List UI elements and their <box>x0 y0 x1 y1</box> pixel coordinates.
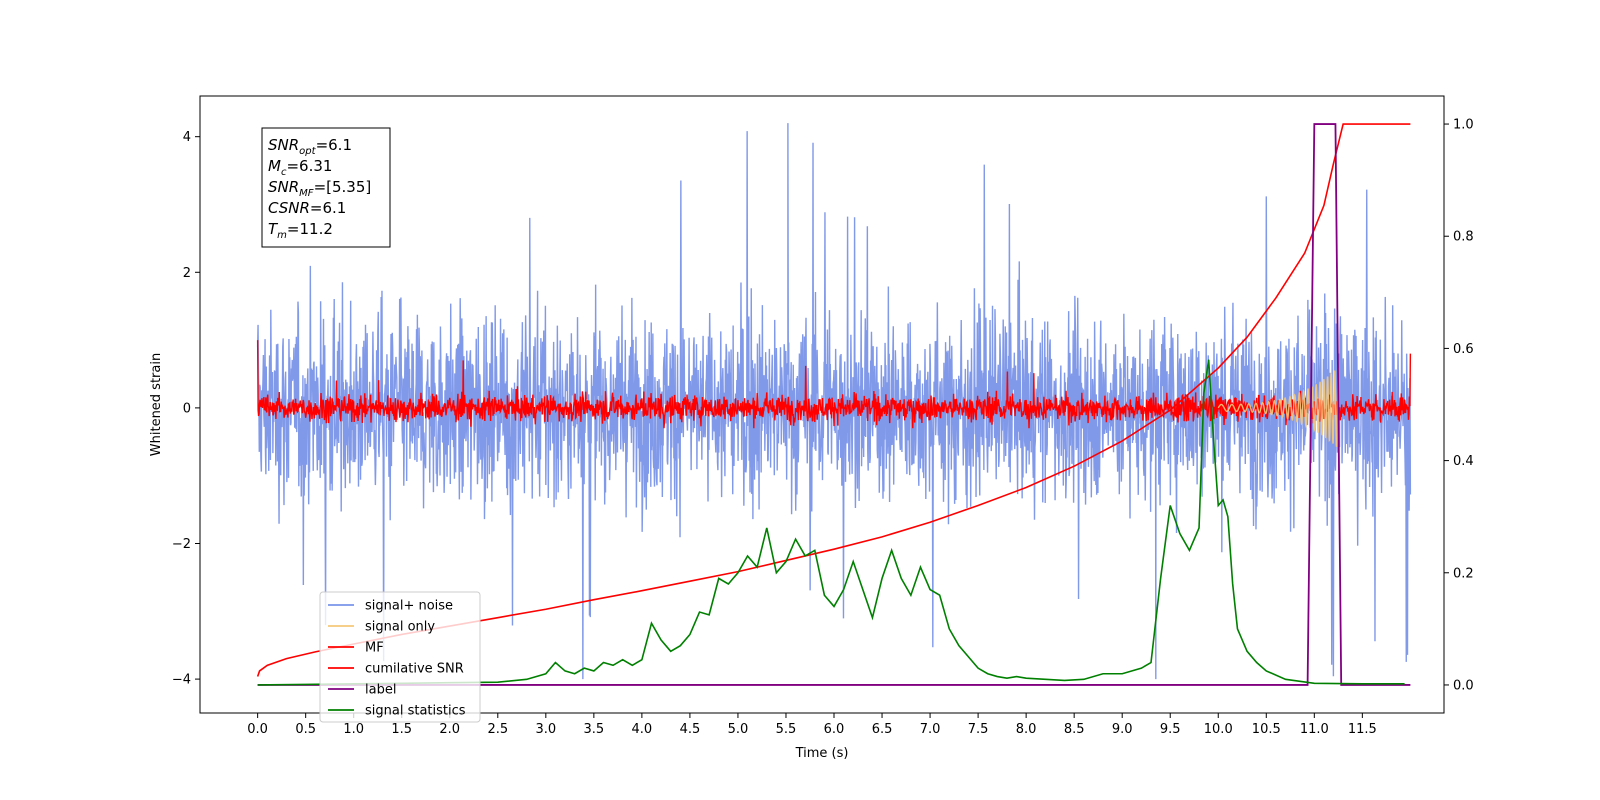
annotation-box: SNRopt=6.1Mc=6.31SNRMF=[5.35]CSNR=6.1Tm=… <box>261 127 391 248</box>
y-left-tick-label: 4 <box>183 130 191 145</box>
x-tick-label: 3.5 <box>584 722 605 737</box>
x-tick-label: 7.5 <box>968 722 989 737</box>
x-tick-label: 5.0 <box>728 722 749 737</box>
x-tick-label: 3.0 <box>535 722 556 737</box>
x-tick-label: 11.5 <box>1348 722 1377 737</box>
series-signal-only <box>1217 367 1339 447</box>
x-tick-label: 2.0 <box>439 722 460 737</box>
annotation-value: =6.31 <box>286 157 332 175</box>
x-tick-label: 10.5 <box>1252 722 1281 737</box>
annotation-subscript: m <box>277 230 287 241</box>
series-signal-statistics <box>257 359 1405 686</box>
legend-entry-label: MF <box>365 641 384 656</box>
series-label <box>257 123 1411 686</box>
y-right-tick-label: 1.0 <box>1453 118 1474 133</box>
y-left-tick-label: 2 <box>183 266 191 281</box>
legend: signal+ noise signal only MF cumilative SNR… <box>319 591 481 723</box>
y-right-tick-label: 0.0 <box>1453 678 1474 693</box>
x-tick-label: 7.0 <box>920 722 941 737</box>
legend-entry-label: signal+ noise <box>365 599 453 614</box>
x-tick-label: 10.0 <box>1204 722 1233 737</box>
legend-entry-label: signal statistics <box>365 704 466 719</box>
legend-entry-label: label <box>365 683 396 698</box>
plot-frame <box>199 95 1445 714</box>
annotation-line: CSNR=6.1 <box>268 199 346 217</box>
annotation-value: =6.1 <box>310 199 346 217</box>
annotation-subscript: opt <box>299 146 316 157</box>
y-right-tick-label: 0.4 <box>1453 454 1474 469</box>
legend-entry-label: cumilative SNR <box>365 662 464 677</box>
annotation-line: Mc=6.31 <box>268 157 332 178</box>
legend-frame <box>319 591 481 723</box>
x-tick-label: 8.5 <box>1064 722 1085 737</box>
x-axis-label: Time (s) <box>795 746 849 761</box>
annotation-symbol: SNR <box>268 136 299 154</box>
y-axis-label: Whitened strain <box>149 353 164 456</box>
x-tick-label: 6.0 <box>824 722 845 737</box>
annotation-line: SNRMF=[5.35] <box>268 178 371 199</box>
annotation-symbol: SNR <box>268 178 299 196</box>
x-tick-label: 5.5 <box>776 722 797 737</box>
y-left-tick-label: 0 <box>183 401 191 416</box>
y-right-tick-label: 0.2 <box>1453 566 1474 581</box>
legend-entry-label: signal only <box>365 620 435 635</box>
y-right-tick-label: 0.6 <box>1453 342 1474 357</box>
x-tick-label: 1.5 <box>391 722 412 737</box>
x-tick-label: 2.5 <box>487 722 508 737</box>
annotation-line: SNRopt=6.1 <box>268 136 352 157</box>
annotation-value: =6.1 <box>316 136 352 154</box>
annotation-value: =[5.35] <box>314 178 372 196</box>
x-tick-label: 4.5 <box>680 722 701 737</box>
x-tick-label: 11.0 <box>1300 722 1329 737</box>
x-tick-label: 4.0 <box>632 722 653 737</box>
y-right-tick-label: 0.8 <box>1453 230 1474 245</box>
annotation-value: =11.2 <box>287 220 333 238</box>
x-tick-label: 1.0 <box>343 722 364 737</box>
annotation-line: Tm=11.2 <box>268 220 333 241</box>
x-tick-label: 9.0 <box>1112 722 1133 737</box>
annotation-symbol: T <box>268 220 279 238</box>
annotation-symbol: M <box>268 157 281 175</box>
x-tick-label: 0.5 <box>295 722 316 737</box>
y-left-tick-label: −4 <box>172 673 191 688</box>
x-tick-label: 0.0 <box>247 722 268 737</box>
x-tick-label: 6.5 <box>872 722 893 737</box>
series-signal-noise <box>256 123 1412 680</box>
y-left-tick-label: −2 <box>172 537 191 552</box>
series-mf <box>256 340 1412 429</box>
annotation-subscript: c <box>281 167 287 178</box>
annotation-symbol: CSNR <box>268 199 310 217</box>
annotation-subscript: MF <box>299 188 314 199</box>
x-tick-label: 9.5 <box>1160 722 1181 737</box>
annotation-frame <box>261 127 391 248</box>
x-tick-label: 8.0 <box>1016 722 1037 737</box>
